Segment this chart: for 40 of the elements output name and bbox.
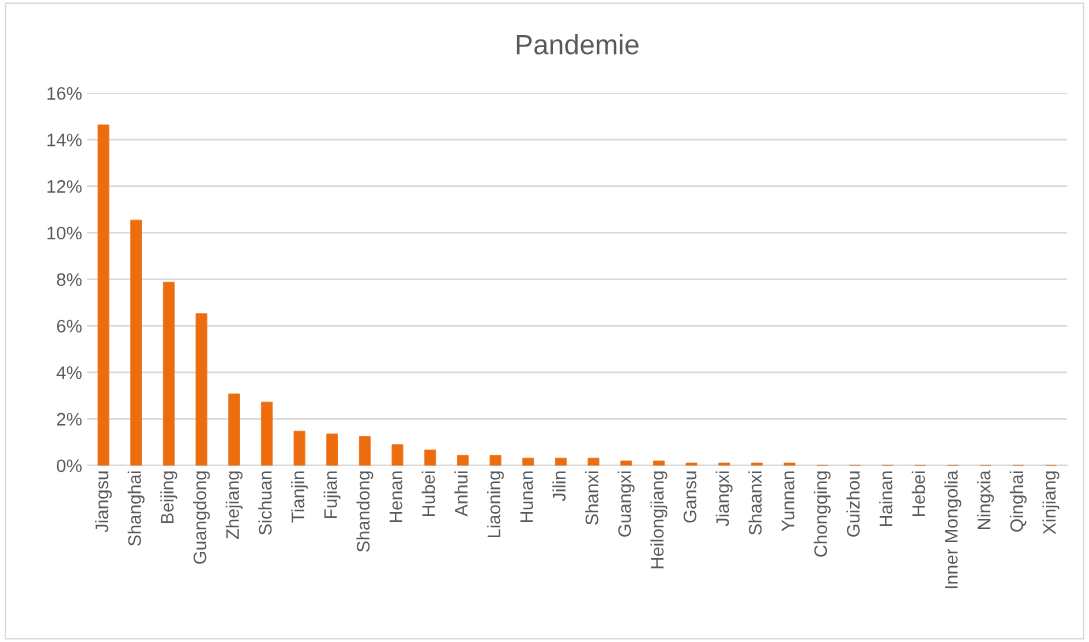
x-tick-label: Gansu (683, 471, 697, 523)
x-tick-label: Yunnan (781, 471, 795, 532)
x-tick-label: Jiangxi (715, 471, 733, 527)
x-tick-label: Beijing (160, 471, 178, 524)
y-tick-label: 8% (56, 273, 82, 286)
x-tick-label: Guizhou (846, 471, 860, 537)
x-tick-label: Xinjiang (1042, 471, 1060, 535)
x-tick-label: Liaoning (487, 471, 504, 538)
x-tick-label: Hebei (911, 471, 926, 516)
x-tick-label: Shandong (356, 471, 374, 552)
x-tick-label: Inner Mongolia (944, 470, 962, 589)
y-tick-label: 0% (56, 459, 82, 473)
x-tick-label: Hunan (520, 471, 534, 523)
x-tick-label: Henan (389, 471, 403, 523)
y-tick-label: 12% (47, 180, 82, 193)
x-tick-label: Anhui (454, 471, 468, 517)
x-tick-label: Jilin (552, 471, 566, 502)
x-tick-label: Fujian (323, 471, 341, 518)
y-tick-label: 10% (47, 226, 82, 240)
x-tick-label: Sichuan (258, 471, 272, 535)
y-tick-label: 6% (57, 319, 82, 333)
y-tick-label: 16% (47, 87, 82, 100)
y-tick-label: 2% (57, 412, 82, 426)
x-tick-label: Hainan (879, 471, 893, 527)
x-tick-label: Shaanxi (748, 471, 762, 535)
chart-title: Pandemie (516, 34, 639, 55)
x-tick-label: Shanghai (127, 471, 145, 546)
y-tick-label: 14% (47, 133, 82, 147)
x-tick-label: Jiangsu (95, 471, 112, 533)
x-tick-label: Qinghai (1009, 471, 1027, 532)
x-tick-label: Guangxi (617, 471, 635, 537)
x-tick-label: Hubei (421, 471, 435, 516)
y-tick-label: 4% (56, 366, 82, 380)
x-tick-label: Guangdong (193, 471, 210, 564)
x-tick-label: Zhejiang (225, 471, 243, 539)
x-tick-label: Heilongjiang (650, 471, 668, 569)
x-tick-label: Chongqing (813, 471, 831, 557)
x-tick-label: Ningxia (977, 470, 994, 530)
x-tick-label: Shanxi (585, 471, 599, 525)
x-tick-label: Tianjin (291, 471, 308, 523)
